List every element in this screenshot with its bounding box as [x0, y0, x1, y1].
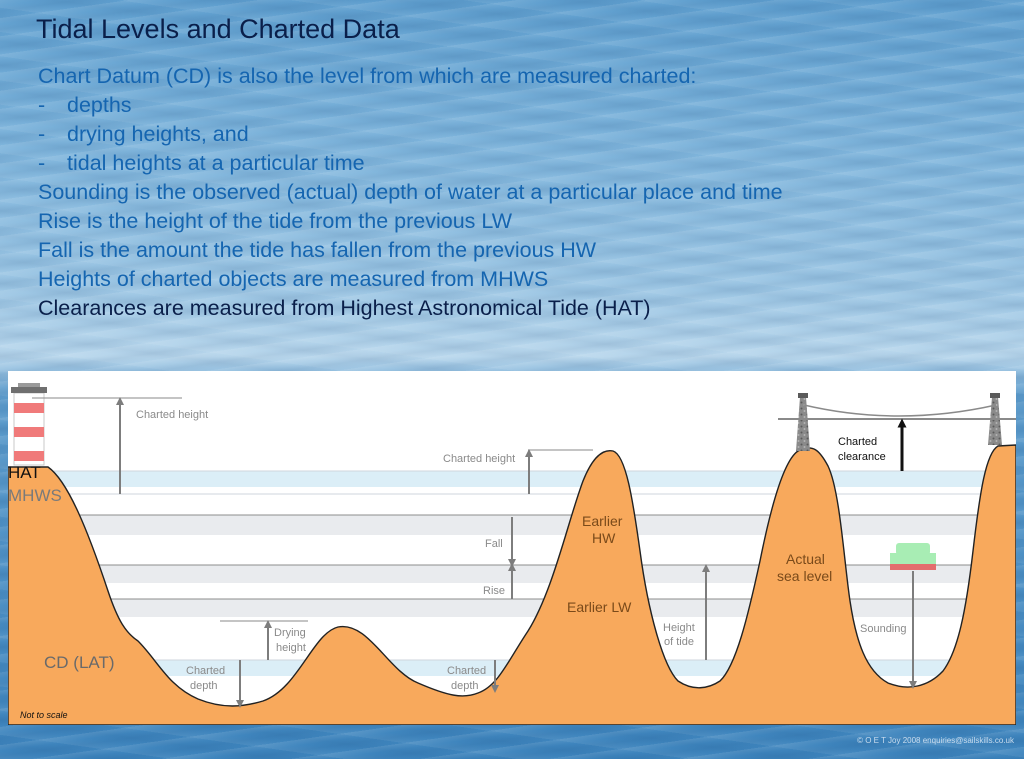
- line-heights: Heights of charted objects are measured …: [38, 267, 549, 291]
- fall-label: Fall: [485, 538, 503, 550]
- drying-label-2: height: [276, 642, 306, 654]
- line-sounding: Sounding is the observed (actual) depth …: [38, 180, 783, 204]
- earlier-lw-label: Earlier LW: [567, 599, 632, 615]
- charted-depth-label-2a: Charted: [447, 665, 486, 677]
- page-title: Tidal Levels and Charted Data: [36, 14, 400, 44]
- height-of-tide-label-2: of tide: [664, 636, 694, 648]
- charted-depth-label-2b: depth: [451, 680, 479, 692]
- measurements: [32, 397, 917, 708]
- mhws-label: MHWS: [8, 486, 62, 505]
- charted-depth-label-1b: depth: [190, 680, 218, 692]
- tidal-diagram: HAT MHWS CD (LAT) Charted height Charted…: [8, 371, 1016, 725]
- charted-clearance-label-1: Charted: [838, 436, 877, 448]
- not-to-scale-label: Not to scale: [20, 710, 68, 720]
- sounding-label: Sounding: [860, 623, 907, 635]
- charted-height-label-1: Charted height: [136, 409, 208, 421]
- line-depths: - depths: [38, 93, 132, 117]
- bridge: [778, 393, 1016, 451]
- hat-label: HAT: [8, 463, 41, 482]
- line-chart-datum: Chart Datum (CD) is also the level from …: [38, 64, 697, 88]
- drying-label-1: Drying: [274, 627, 306, 639]
- actual-sea-level-label-1: Actual: [786, 551, 825, 567]
- line-clearances: Clearances are measured from Highest Ast…: [38, 296, 651, 320]
- cd-lat-label: CD (LAT): [44, 653, 115, 672]
- earlier-hw-label-2: HW: [592, 530, 616, 546]
- boat: [890, 543, 936, 570]
- charted-depth-label-1a: Charted: [186, 665, 225, 677]
- rise-label: Rise: [483, 585, 505, 597]
- hat-band: [8, 471, 1016, 487]
- text-lines: Chart Datum (CD) is also the level from …: [38, 62, 783, 323]
- copyright-footer: © O E T Joy 2008 enquiries@sailskills.co…: [857, 736, 1014, 745]
- height-of-tide-label-1: Height: [663, 622, 695, 634]
- line-fall: Fall is the amount the tide has fallen f…: [38, 238, 597, 262]
- line-tidal-heights: - tidal heights at a particular time: [38, 151, 365, 175]
- lighthouse: [11, 383, 47, 466]
- earlier-hw-label-1: Earlier: [582, 513, 623, 529]
- earlier-lw-band: [8, 599, 1016, 617]
- diagram-labels: HAT MHWS CD (LAT) Charted height Charted…: [8, 409, 907, 720]
- charted-height-label-2: Charted height: [443, 453, 515, 465]
- line-rise: Rise is the height of the tide from the …: [38, 209, 513, 233]
- actual-sea-level-label-2: sea level: [777, 568, 832, 584]
- charted-clearance-label-2: clearance: [838, 451, 886, 463]
- line-drying-heights: - drying heights, and: [38, 122, 249, 146]
